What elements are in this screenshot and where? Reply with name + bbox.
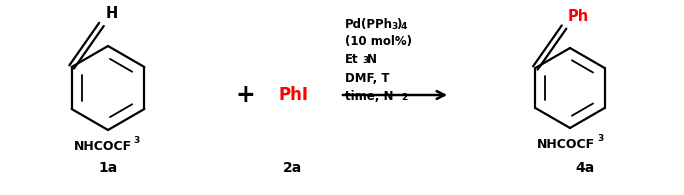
Text: 3: 3 (133, 136, 140, 145)
Text: 1a: 1a (98, 161, 118, 175)
Text: 3: 3 (362, 56, 368, 65)
Text: PhI: PhI (278, 86, 308, 104)
Text: 2a: 2a (283, 161, 302, 175)
Text: NHCOCF: NHCOCF (74, 140, 132, 153)
Text: Ph: Ph (568, 9, 590, 24)
Text: time, N: time, N (345, 90, 393, 103)
Text: (10 mol%): (10 mol%) (345, 35, 412, 48)
Text: 3: 3 (597, 134, 603, 143)
Text: DMF, T: DMF, T (345, 72, 389, 85)
Text: Pd(PPh: Pd(PPh (345, 18, 393, 31)
Text: N: N (367, 53, 377, 66)
Text: ): ) (396, 18, 402, 31)
Text: 4: 4 (401, 22, 408, 31)
Text: Et: Et (345, 53, 358, 66)
Text: NHCOCF: NHCOCF (538, 138, 596, 151)
Text: 4a: 4a (575, 161, 594, 175)
Text: +: + (235, 83, 255, 107)
Text: 3: 3 (391, 22, 397, 31)
Text: H: H (105, 6, 118, 21)
Text: 2: 2 (401, 93, 407, 102)
